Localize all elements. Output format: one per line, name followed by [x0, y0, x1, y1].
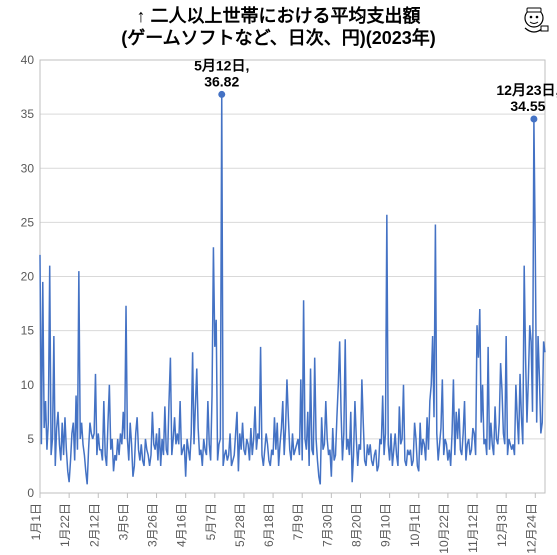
corner-logo: [517, 4, 551, 38]
callout-label: 12月23日,: [496, 82, 557, 98]
y-tick-label: 35: [21, 107, 35, 121]
x-tick-label: 11月12日: [466, 503, 480, 553]
x-tick-label: 5月28日: [233, 503, 247, 547]
callout-label: 5月12日,: [194, 57, 249, 73]
chart-title-line2: (ゲームソフトなど、日次、円)(2023年): [121, 27, 436, 48]
x-tick-label: 10月1日: [408, 503, 422, 547]
x-tick-label: 2月12日: [87, 503, 101, 547]
callout-marker: [218, 91, 225, 98]
x-tick-label: 5月7日: [204, 503, 218, 540]
x-tick-label: 1月22日: [58, 503, 72, 547]
x-tick-label: 12月24日: [524, 503, 538, 554]
x-tick-label: 3月26日: [146, 503, 160, 547]
callout-value: 36.82: [204, 73, 239, 89]
y-tick-label: 15: [21, 324, 35, 338]
x-tick-label: 6月18日: [262, 503, 276, 547]
x-tick-label: 10月22日: [437, 503, 451, 554]
y-tick-label: 40: [21, 53, 35, 67]
y-tick-label: 0: [27, 486, 34, 500]
y-tick-label: 20: [21, 270, 35, 284]
y-tick-label: 5: [27, 432, 34, 446]
y-tick-label: 25: [21, 215, 35, 229]
x-tick-label: 1月1日: [29, 503, 43, 540]
y-tick-label: 10: [21, 378, 35, 392]
chart-container: ↑ 二人以上世帯における平均支出額(ゲームソフトなど、日次、円)(2023年) 0…: [0, 0, 557, 555]
chart-title-line1: ↑ 二人以上世帯における平均支出額: [137, 5, 421, 26]
callout-value: 34.55: [510, 98, 545, 114]
x-tick-label: 8月20日: [349, 503, 363, 547]
x-tick-label: 12月3日: [495, 503, 509, 547]
x-tick-label: 9月10日: [379, 503, 393, 547]
callout-marker: [530, 115, 537, 122]
data-line: [40, 94, 545, 484]
y-tick-label: 30: [21, 161, 35, 175]
x-tick-label: 7月9日: [291, 503, 305, 540]
x-tick-label: 7月30日: [320, 503, 334, 547]
chart-svg: ↑ 二人以上世帯における平均支出額(ゲームソフトなど、日次、円)(2023年) 0…: [0, 0, 557, 555]
mascot-icon: [517, 4, 551, 38]
x-tick-label: 4月16日: [175, 503, 189, 547]
x-tick-label: 3月5日: [116, 503, 130, 540]
